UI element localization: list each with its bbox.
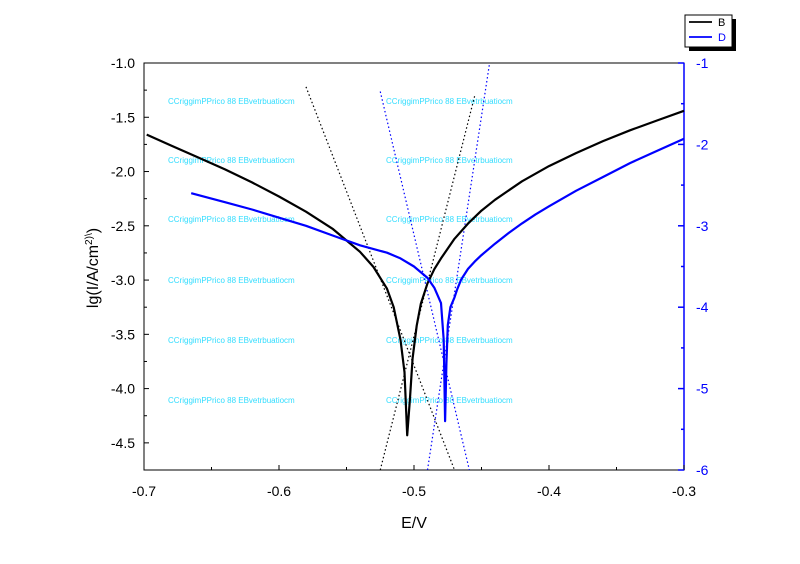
x-tick-label: -0.7 <box>132 483 156 499</box>
right-y-tick-label: -1 <box>696 55 709 71</box>
watermark-text: CCriggimPPrico 88 EBvetrbuatiocm <box>386 215 513 224</box>
left-y-axis-ticks: -1.0 -1.5 -2.0 -2.5 -3.0 -3.5 -4.0 -4.5 <box>111 55 149 471</box>
watermark-text: CCriggimPPrico 88 EBvetrbuatiocm <box>386 276 513 285</box>
legend-label-b: B <box>718 17 725 29</box>
x-axis-title: E/V <box>401 515 427 532</box>
left-y-tick-label: -4.5 <box>111 435 135 451</box>
tafel-lines <box>305 62 491 471</box>
left-y-tick-label: -2.0 <box>111 164 135 180</box>
right-y-tick-label: -5 <box>696 381 709 397</box>
right-y-tick-label: -2 <box>696 136 709 152</box>
watermark-text: CCriggimPPrico 88 EBvetrbuatiocm <box>168 276 295 285</box>
watermark-layer: CCriggimPPrico 88 EBvetrbuatiocm CCriggim… <box>168 97 513 405</box>
x-tick-label: -0.6 <box>267 483 291 499</box>
legend-label-d: D <box>718 32 726 44</box>
tafel-line-d <box>426 62 491 471</box>
watermark-text: CCriggimPPrico 88 EBvetrbuatiocm <box>168 156 295 165</box>
series-b-line <box>146 109 685 437</box>
watermark-text: CCriggimPPrico 88 EBvetrbuatiocm <box>168 396 295 405</box>
left-y-tick-label: -3.0 <box>111 272 135 288</box>
y-axis-title-superscript: 2)\ <box>84 233 95 245</box>
watermark-text: CCriggimPPrico 88 EBvetrbuatiocm <box>386 156 513 165</box>
watermark-text: CCriggimPPrico 88 EBvetrbuatiocm <box>386 97 513 106</box>
x-tick-label: -0.5 <box>402 483 426 499</box>
x-tick-label: -0.3 <box>672 483 696 499</box>
left-y-tick-label: -4.0 <box>111 381 135 397</box>
legend: B D <box>684 14 736 51</box>
series-d-line <box>190 137 685 423</box>
left-y-tick-label: -1.5 <box>111 109 135 125</box>
watermark-text: CCriggimPPrico 88 EBvetrbuatiocm <box>168 97 295 106</box>
legend-box <box>684 14 733 48</box>
left-y-tick-label: -2.5 <box>111 218 135 234</box>
watermark-text: CCriggimPPrico 88 EBvetrbuatiocm <box>386 396 513 405</box>
right-y-tick-label: -6 <box>696 462 709 478</box>
right-y-tick-label: -3 <box>696 218 709 234</box>
left-y-tick-label: -3.5 <box>111 326 135 342</box>
y-axis-title: lg(I/A/cm2)\) <box>84 228 102 308</box>
watermark-text: CCriggimPPrico 88 EBvetrbuatiocm <box>386 336 513 345</box>
x-axis-ticks: -0.7 -0.6 -0.5 -0.4 -0.3 <box>132 465 696 499</box>
watermark-text: CCriggimPPrico 88 EBvetrbuatiocm <box>168 336 295 345</box>
y-axis-title-main: lg(I/A/cm <box>85 245 102 308</box>
y-axis-title-close: ) <box>85 228 102 233</box>
watermark-text: CCriggimPPrico 88 EBvetrbuatiocm <box>168 215 295 224</box>
right-y-axis-ticks: -1 -2 -3 -4 -5 -6 <box>678 55 709 478</box>
series-layer <box>146 109 685 437</box>
x-tick-label: -0.4 <box>537 483 561 499</box>
left-y-tick-label: -1.0 <box>111 55 135 71</box>
tafel-line-d <box>379 91 470 471</box>
right-y-tick-label: -4 <box>696 299 709 315</box>
